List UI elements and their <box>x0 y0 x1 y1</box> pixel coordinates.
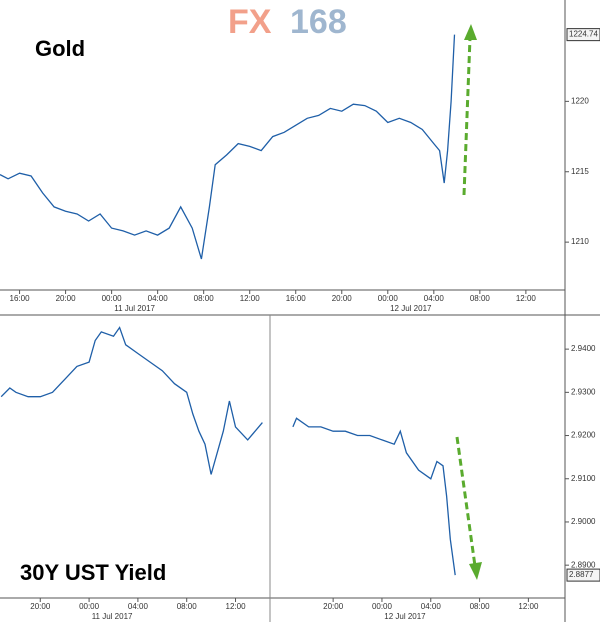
x-tick-label: 00:00 <box>372 602 393 611</box>
x-tick-label: 08:00 <box>194 294 215 303</box>
x-tick-label: 20:00 <box>332 294 353 303</box>
chart-title: 30Y UST Yield <box>20 560 166 585</box>
x-tick-label: 16:00 <box>286 294 307 303</box>
y-tick-label: 2.9300 <box>571 387 596 396</box>
y-tick-label: 2.9100 <box>571 474 596 483</box>
y-tick-label: 2.9400 <box>571 344 596 353</box>
watermark-right: 168 <box>290 3 347 41</box>
date-label: 12 Jul 2017 <box>384 612 426 621</box>
last-value-box <box>566 568 600 582</box>
last-value-box <box>566 28 600 42</box>
x-tick-label: 00:00 <box>79 602 100 611</box>
y-tick-label: 2.8900 <box>571 560 596 569</box>
x-tick-label: 00:00 <box>378 294 399 303</box>
last-value-label: 1224.74 <box>569 30 598 39</box>
x-tick-label: 12:00 <box>240 294 261 303</box>
price-line <box>0 326 456 576</box>
watermark-left: FX <box>228 3 272 41</box>
x-tick-label: 20:00 <box>56 294 77 303</box>
x-tick-label: 04:00 <box>421 602 442 611</box>
y-tick-label: 2.9200 <box>571 431 596 440</box>
x-tick-label: 12:00 <box>518 602 539 611</box>
y-tick-label: 1220 <box>571 96 589 105</box>
date-label: 11 Jul 2017 <box>114 304 155 313</box>
x-tick-label: 16:00 <box>10 294 31 303</box>
price-line <box>0 34 456 260</box>
x-tick-label: 04:00 <box>424 294 445 303</box>
last-value-label: 2.8877 <box>569 570 594 579</box>
y-tick-label: 2.9000 <box>571 517 596 526</box>
x-tick-label: 20:00 <box>30 602 51 611</box>
x-tick-label: 08:00 <box>470 602 491 611</box>
x-tick-label: 12:00 <box>226 602 247 611</box>
date-label: 12 Jul 2017 <box>390 304 432 313</box>
y-tick-label: 1215 <box>571 167 589 176</box>
x-tick-label: 08:00 <box>470 294 491 303</box>
x-tick-label: 08:00 <box>177 602 198 611</box>
x-tick-label: 00:00 <box>102 294 123 303</box>
chart-title: Gold <box>35 36 85 61</box>
x-tick-label: 12:00 <box>516 294 537 303</box>
arrow-down <box>455 436 482 580</box>
date-label: 11 Jul 2017 <box>92 612 133 621</box>
x-tick-label: 04:00 <box>128 602 149 611</box>
y-tick-label: 1210 <box>571 237 589 246</box>
arrow-up <box>462 24 477 196</box>
x-tick-label: 20:00 <box>323 602 344 611</box>
x-tick-label: 04:00 <box>148 294 169 303</box>
